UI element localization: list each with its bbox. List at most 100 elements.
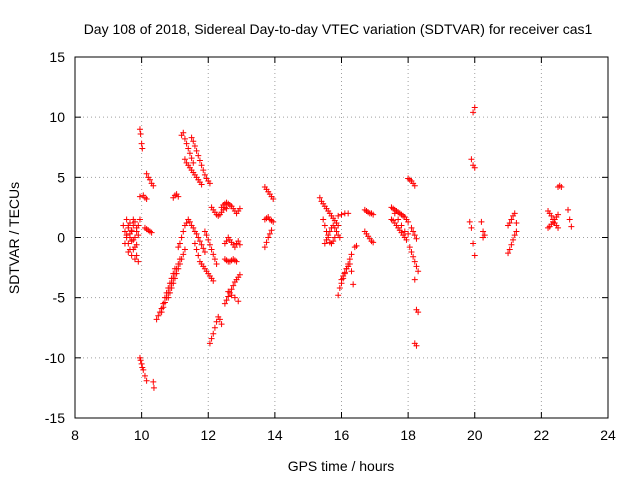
data-point (478, 218, 485, 225)
data-point (471, 252, 478, 259)
data-point (121, 228, 128, 235)
data-point (178, 234, 185, 241)
data-point (166, 289, 173, 296)
chart-title: Day 108 of 2018, Sidereal Day-to-day VTE… (84, 21, 593, 37)
data-point (137, 131, 144, 138)
data-point (330, 238, 337, 245)
data-point (181, 246, 188, 253)
data-point (136, 216, 143, 223)
data-point (201, 171, 208, 178)
data-point (141, 372, 148, 379)
data-point (175, 244, 182, 251)
data-point (211, 324, 218, 331)
data-point (508, 241, 515, 248)
data-point (190, 159, 197, 166)
data-point (228, 286, 235, 293)
data-point (135, 258, 142, 265)
data-point (323, 236, 330, 243)
data-point (505, 250, 512, 257)
data-point (326, 228, 333, 235)
data-point (133, 224, 140, 231)
data-point (158, 309, 165, 316)
data-point (125, 248, 132, 255)
data-point (206, 180, 213, 187)
data-point (168, 285, 175, 292)
data-point (223, 297, 230, 304)
data-point (193, 230, 200, 237)
data-point (228, 292, 235, 299)
data-point (411, 258, 418, 265)
x-tick-label: 8 (71, 427, 79, 443)
data-point (411, 182, 418, 189)
data-point (130, 222, 137, 229)
data-point (346, 260, 353, 267)
data-point (336, 234, 343, 241)
data-point (198, 181, 205, 188)
data-point (150, 182, 157, 189)
data-point (128, 238, 135, 245)
x-tick-label: 14 (267, 427, 283, 443)
data-point (331, 224, 338, 231)
data-point (173, 270, 180, 277)
data-point (170, 280, 177, 287)
data-point (171, 275, 178, 282)
data-point (195, 152, 202, 159)
plot-frame (74, 56, 609, 419)
data-point (161, 299, 168, 306)
data-point (511, 232, 518, 239)
data-point (210, 330, 217, 337)
data-point (320, 216, 327, 223)
data-point (216, 316, 223, 323)
data-point (350, 281, 357, 288)
data-point (201, 228, 208, 235)
data-point (555, 211, 562, 218)
data-point (223, 205, 230, 212)
data-point (203, 232, 210, 239)
data-point (410, 228, 417, 235)
data-point (128, 227, 135, 234)
x-tick-label: 10 (134, 427, 150, 443)
data-point (316, 194, 323, 201)
data-point (268, 227, 275, 234)
data-point (205, 236, 212, 243)
data-point (266, 230, 273, 237)
data-point (150, 384, 157, 391)
data-point (413, 235, 420, 242)
data-point (403, 236, 410, 243)
data-point (270, 195, 277, 202)
data-point (348, 268, 355, 275)
data-point (466, 218, 473, 225)
data-point (555, 224, 562, 231)
data-point (415, 309, 422, 316)
data-point (408, 248, 415, 255)
data-point (139, 145, 146, 152)
data-point (370, 211, 377, 218)
y-tick-label: -10 (45, 350, 65, 366)
grid-lines (75, 57, 608, 418)
x-tick-label: 24 (600, 427, 616, 443)
data-point (338, 276, 345, 283)
data-point (153, 316, 160, 323)
data-point (193, 147, 200, 154)
data-point (223, 238, 230, 245)
data-point (410, 253, 417, 260)
data-point (190, 224, 197, 231)
data-point (411, 232, 418, 239)
data-point (263, 239, 270, 246)
data-point (180, 129, 187, 136)
x-tick-label: 20 (467, 427, 483, 443)
data-point (270, 218, 277, 225)
data-point (208, 335, 215, 342)
data-point (191, 143, 198, 150)
y-tick-label: -5 (53, 290, 66, 306)
data-point (130, 216, 137, 223)
data-point (210, 251, 217, 258)
data-point (135, 232, 142, 239)
data-point (176, 260, 183, 267)
data-point (236, 241, 243, 248)
y-tick-label: 5 (57, 169, 65, 185)
data-point (198, 162, 205, 169)
data-point (548, 212, 555, 219)
data-point (506, 220, 513, 227)
data-point (195, 252, 202, 259)
